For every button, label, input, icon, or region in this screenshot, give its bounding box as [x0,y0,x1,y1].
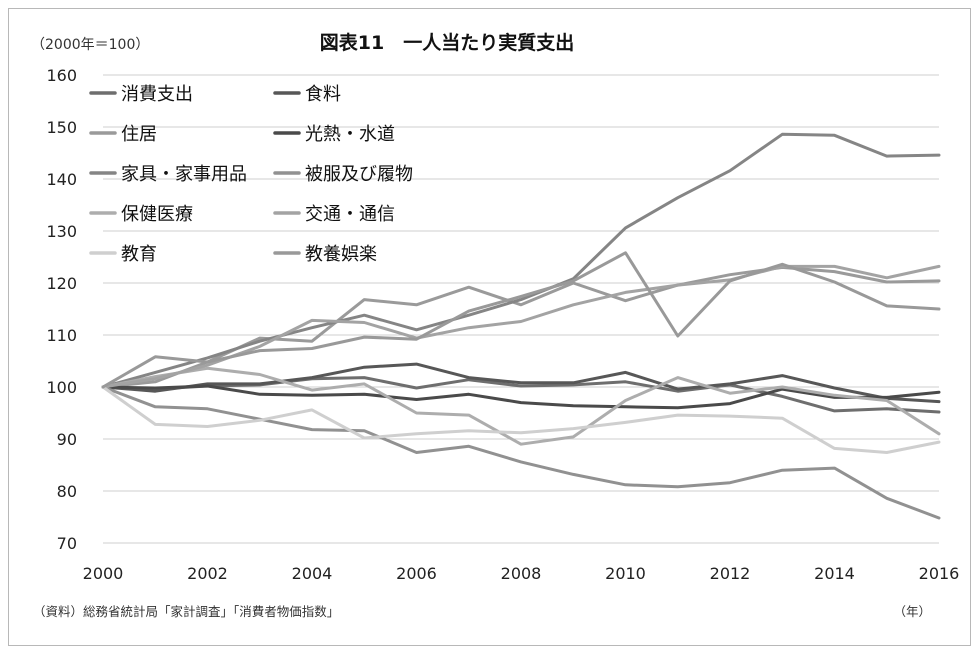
x-tick-label: 2016 [919,564,960,583]
legend-label: 住居 [121,124,157,145]
legend-label: 保健医療 [121,204,193,225]
legend-item: 家具・家事用品 [89,164,247,185]
series-line-4 [101,384,941,410]
legend-item: 被服及び履物 [273,164,413,185]
legend-item: 教育 [89,244,157,265]
x-tick-label: 2000 [83,564,124,583]
y-tick-label: 160 [46,66,77,85]
series-line-6 [101,385,941,520]
legend-label: 被服及び履物 [305,164,413,185]
y-tick-label: 80 [57,482,77,501]
legend-item: 食料 [273,84,341,105]
y-tick-label: 140 [46,170,77,189]
series-line-3 [101,265,941,389]
x-unit-label: （年） [893,604,931,619]
series-line-10 [101,251,941,389]
y-tick-label: 90 [57,430,77,449]
legend-label: 食料 [305,84,341,105]
series-line-7 [101,366,941,446]
x-tick-label: 2008 [501,564,542,583]
series-line-9 [101,385,941,454]
x-tick-label: 2006 [396,564,437,583]
legend-item: 光熱・水道 [273,124,395,145]
legend-item: 教養娯楽 [273,244,377,265]
legend-label: 交通・通信 [305,204,395,225]
x-tick-label: 2010 [605,564,646,583]
y-axis-ticks: 70 80 90 100 110 120 130 140 150 160 [46,66,77,553]
unit-label: （2000年＝100） [31,37,149,53]
legend-item: 保健医療 [89,204,193,225]
gridlines [103,74,939,544]
legend-label: 家具・家事用品 [121,164,247,185]
series-line-2 [101,362,941,404]
y-tick-label: 70 [57,534,77,553]
chart-title: 図表11 一人当たり実質支出 [320,31,574,54]
x-tick-label: 2004 [292,564,333,583]
series-line-5 [101,132,941,389]
x-tick-label: 2002 [187,564,228,583]
x-tick-label: 2012 [710,564,751,583]
legend-item: 住居 [89,124,157,145]
legend-item: 消費支出 [89,84,193,105]
legend-item: 交通・通信 [273,204,395,225]
line-chart: （2000年＝100） 図表11 一人当たり実質支出 70 80 90 100 110 1… [31,31,960,619]
y-tick-label: 130 [46,222,77,241]
source-note: （資料）総務省統計局「家計調査」「消費者物価指数」 [33,604,339,619]
legend-label: 消費支出 [121,84,193,105]
y-tick-label: 100 [46,378,77,397]
legend-label: 光熱・水道 [305,124,395,145]
y-tick-label: 110 [46,326,77,345]
legend-label: 教育 [121,244,157,265]
chart-frame: （2000年＝100） 図表11 一人当たり実質支出 70 80 90 100 110 1… [8,8,971,646]
legend-label: 教養娯楽 [305,244,377,265]
x-axis-ticks: 2000 2002 2004 2006 2008 2010 2012 2014 2016 [83,564,960,583]
series-lines [101,132,941,520]
series-line-8 [101,264,941,389]
x-tick-label: 2014 [814,564,855,583]
y-tick-label: 120 [46,274,77,293]
y-tick-label: 150 [46,118,77,137]
